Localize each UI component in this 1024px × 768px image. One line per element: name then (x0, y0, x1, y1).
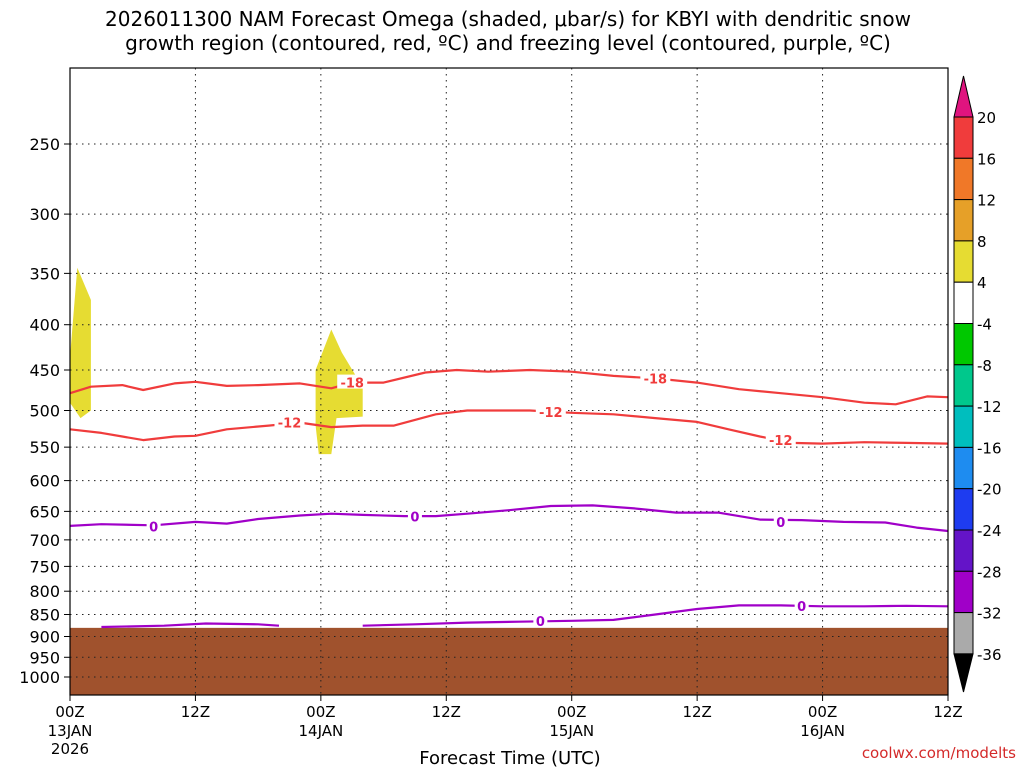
colorbar-label-5: -4 (977, 316, 992, 334)
y-tick-label-300: 300 (29, 205, 60, 224)
x-tick-year-0: 2026 (51, 740, 89, 758)
x-tick-label-48: 00Z (557, 703, 586, 721)
contour-label-bg-4-1 (794, 597, 809, 612)
colorbar-label-3: 8 (977, 233, 987, 251)
contour-label-0-1: -18 (644, 372, 668, 387)
y-tick-label-950: 950 (29, 648, 60, 667)
omega-shaded-region-0 (70, 267, 91, 419)
colorbar-label-10: -24 (977, 522, 1002, 540)
contour-label-1-2: -12 (769, 434, 793, 449)
y-tick-label-1000: 1000 (19, 668, 60, 687)
colorbar-label-2: 12 (977, 192, 996, 210)
colorbar-label-6: -8 (977, 357, 992, 375)
colorbar-segment-6 (953, 364, 974, 407)
colorbar-segment-9 (953, 488, 974, 531)
y-tick-label-450: 450 (29, 361, 60, 380)
y-tick-label-600: 600 (29, 472, 60, 491)
y-tick-label-500: 500 (29, 402, 60, 421)
colorbar-label-9: -20 (977, 481, 1002, 499)
y-tick-label-900: 900 (29, 627, 60, 646)
colorbar-segment-3 (953, 240, 974, 283)
y-tick-label-350: 350 (29, 264, 60, 283)
contour-line-2 (69, 504, 949, 533)
contour-label-4-0: 0 (536, 615, 545, 630)
colorbar-top-arrow (953, 75, 974, 118)
colorbar-segment-10 (953, 529, 974, 572)
x-axis-label: Forecast Time (UTC) (419, 748, 600, 768)
axes: 250 300 350 400 450 500 550 600 650 700 750 800 850 9… (19, 67, 963, 758)
y-tick-label-700: 700 (29, 531, 60, 550)
colorbar-segment-1 (953, 157, 974, 201)
contour-label-bg-2-0 (146, 518, 161, 533)
x-tick-label-84: 12Z (933, 703, 962, 721)
x-tick-label-0: 00Z (55, 703, 84, 721)
chart-title-line1: 2026011300 NAM Forecast Omega (shaded, μ… (105, 7, 911, 31)
colorbar-label-13: -36 (977, 646, 1002, 664)
x-tick-date-48: 15JAN (549, 722, 594, 740)
contour-label-2-2: 0 (776, 516, 785, 531)
colorbar-segment-12 (953, 612, 974, 655)
chart-title-line2: growth region (contoured, red, ºC) and f… (125, 31, 891, 55)
x-tick-label-24: 00Z (306, 703, 335, 721)
contour-label-4-1: 0 (797, 600, 806, 615)
x-tick-date-24: 14JAN (298, 722, 343, 740)
colorbar-label-12: -32 (977, 605, 1002, 623)
contour-label-1-0: -12 (278, 417, 302, 432)
contour-label-bg-2-1 (407, 508, 422, 523)
plot-area: -18 -18 -12 -12 -12 0 0 0 0 0 (69, 68, 949, 695)
contour-label-bg-0-1 (640, 370, 671, 385)
contour-label-bg-1-2 (765, 432, 796, 447)
colorbar-label-7: -12 (977, 398, 1002, 416)
x-tick-label-72: 00Z (808, 703, 837, 721)
y-tick-label-850: 850 (29, 606, 60, 625)
plot-background (70, 68, 948, 695)
contour-label-2-0: 0 (149, 520, 158, 535)
colorbar-label-8: -16 (977, 439, 1002, 457)
colorbar-segment-8 (953, 446, 974, 490)
contour-label-bg-0-0 (337, 374, 368, 389)
contour-label-0-0: -18 (340, 377, 364, 392)
plot-frame (69, 67, 949, 696)
colorbar-label-1: 16 (977, 150, 996, 168)
colorbar-segment-2 (953, 199, 974, 242)
contour-label-bg-1-0 (274, 414, 305, 429)
x-tick-label-36: 12Z (432, 703, 461, 721)
y-tick-label-550: 550 (29, 438, 60, 457)
y-tick-label-650: 650 (29, 502, 60, 521)
colorbar-label-4: 4 (977, 274, 987, 292)
colorbar-label-11: -28 (977, 563, 1002, 581)
y-tick-label-800: 800 (29, 582, 60, 601)
colorbar-bottom-arrow (953, 653, 974, 693)
credit-text: coolwx.com/modelts (862, 744, 1016, 762)
contour-label-bg-2-2 (773, 513, 788, 528)
y-tick-label-400: 400 (29, 316, 60, 335)
y-tick-label-250: 250 (29, 135, 60, 154)
x-tick-date-0: 13JAN (48, 722, 93, 740)
contour-line-4 (362, 604, 949, 627)
omega-shaded-region-1 (315, 329, 363, 455)
contour-label-bg-4-0 (533, 612, 548, 627)
x-tick-date-72: 16JAN (800, 722, 845, 740)
contour-label-bg-1-1 (535, 404, 566, 419)
contour-label-1-1: -12 (539, 406, 563, 421)
colorbar-label-0: 20 (977, 109, 996, 127)
colorbar-segment-11 (953, 570, 974, 614)
colorbar: 20 16 12 8 4 -4 -8 -12 -16 -20 -24 -28 -32 -36 (953, 75, 1002, 693)
contour-label-2-1: 0 (410, 511, 419, 526)
x-tick-label-12: 12Z (181, 703, 210, 721)
colorbar-segment-5 (953, 323, 974, 366)
contour-line-0 (69, 368, 949, 406)
x-tick-label-60: 12Z (682, 703, 711, 721)
colorbar-segment-0 (953, 116, 974, 159)
y-tick-label-750: 750 (29, 557, 60, 576)
colorbar-segment-4 (953, 281, 974, 325)
contour-line-3 (101, 622, 280, 629)
ground-terrain-fill (70, 627, 948, 695)
colorbar-segment-7 (953, 405, 974, 448)
